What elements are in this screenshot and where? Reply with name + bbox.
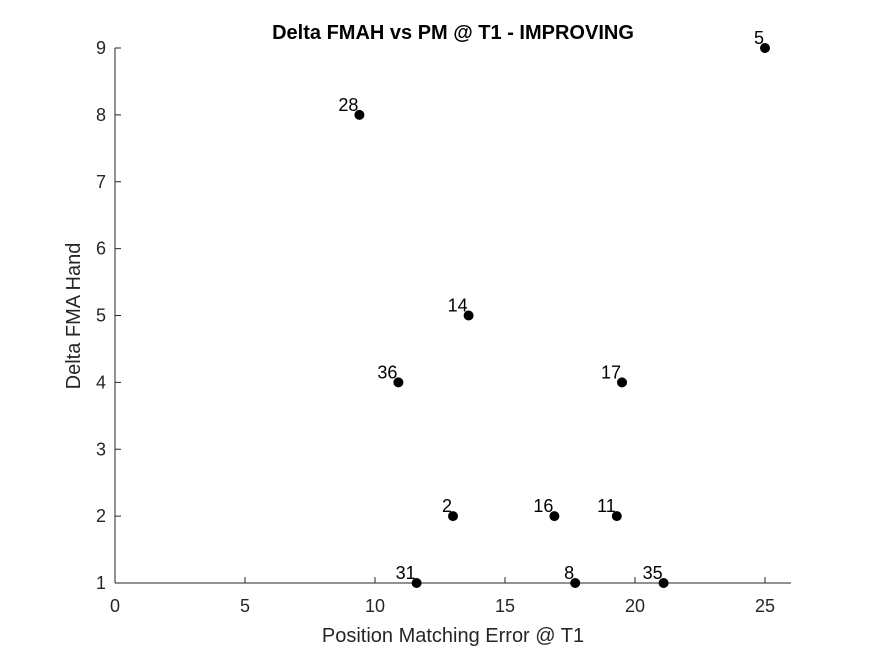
x-tick-label: 15	[495, 596, 515, 616]
x-tick-label: 10	[365, 596, 385, 616]
data-point-label: 11	[597, 496, 616, 516]
y-tick-label: 5	[96, 306, 106, 326]
data-point	[448, 511, 458, 522]
data-point	[617, 377, 627, 388]
data-point	[463, 310, 474, 321]
y-tick-label: 8	[96, 105, 106, 125]
y-tick-label: 9	[96, 38, 106, 58]
x-tick-label: 20	[625, 596, 645, 616]
data-point-label: 2	[442, 496, 452, 516]
data-point-label: 16	[533, 496, 553, 516]
x-tick-label: 0	[110, 596, 120, 616]
data-point	[393, 377, 404, 388]
data-point-label: 14	[448, 296, 468, 316]
data-points: 5 28 14 36 17 2 16 11 31 8 35	[338, 28, 770, 588]
x-tick-label: 5	[240, 596, 250, 616]
data-point	[411, 578, 422, 588]
data-point	[611, 511, 622, 522]
data-point-label: 31	[396, 563, 416, 583]
data-point	[354, 109, 365, 120]
data-point-label: 5	[754, 28, 764, 48]
y-tick-label: 2	[96, 506, 106, 526]
y-tick-label: 6	[96, 239, 106, 259]
data-point	[549, 511, 560, 522]
y-tick-label: 4	[96, 372, 106, 392]
axes: 0 5 10 15 20 25 1 2 3 4 5 6 7 8 9	[96, 38, 791, 616]
data-point-label: 17	[601, 362, 621, 382]
data-point-label: 8	[564, 563, 574, 583]
x-axis-label: Position Matching Error @ T1	[322, 625, 584, 647]
y-axis-label: Delta FMA Hand	[63, 243, 85, 390]
data-point	[658, 578, 669, 588]
data-point-label: 28	[338, 95, 358, 115]
x-tick-label: 25	[755, 596, 775, 616]
x-ticks: 0 5 10 15 20 25	[110, 577, 775, 616]
data-point	[760, 43, 770, 53]
y-tick-label: 7	[96, 172, 106, 192]
y-ticks: 1 2 3 4 5 6 7 8 9	[96, 38, 121, 593]
data-point-label: 35	[643, 563, 663, 583]
chart-title: Delta FMAH vs PM @ T1 - IMPROVING	[272, 22, 634, 44]
y-tick-label: 1	[96, 573, 106, 593]
data-point	[570, 578, 581, 588]
data-point-label: 36	[377, 362, 397, 382]
y-tick-label: 3	[96, 439, 106, 459]
